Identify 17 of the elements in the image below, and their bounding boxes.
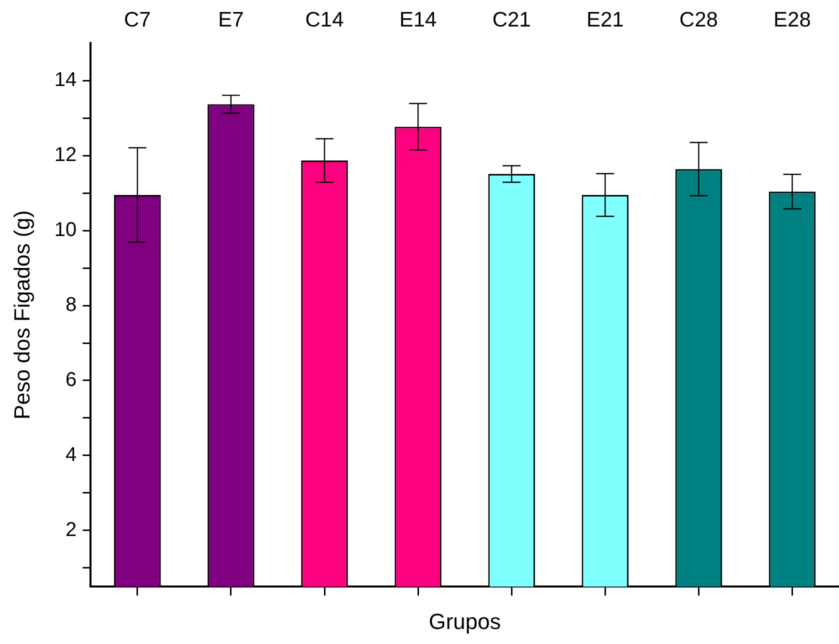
x-tick-label: E7 [218, 8, 244, 32]
y-axis-title: Peso dos Figados (g) [9, 210, 34, 420]
x-tick-label: E14 [399, 8, 438, 32]
x-tick-label: E21 [586, 8, 624, 32]
x-tick-label: E28 [774, 8, 811, 32]
x-tick-label: C21 [492, 8, 531, 32]
y-tick-label: 4 [66, 444, 77, 466]
y-tick-label: 2 [66, 518, 77, 541]
y-tick-label: 12 [54, 144, 77, 166]
y-tick-label: 8 [66, 294, 77, 316]
y-tick-label: 6 [66, 369, 77, 391]
x-tick-label: C28 [679, 8, 718, 32]
x-tick-label: C14 [305, 8, 344, 32]
x-axis-title: Grupos [428, 608, 501, 634]
y-tick-label: 14 [54, 69, 77, 92]
x-tick-label: C7 [124, 8, 151, 32]
y-tick-label: 10 [54, 219, 77, 242]
